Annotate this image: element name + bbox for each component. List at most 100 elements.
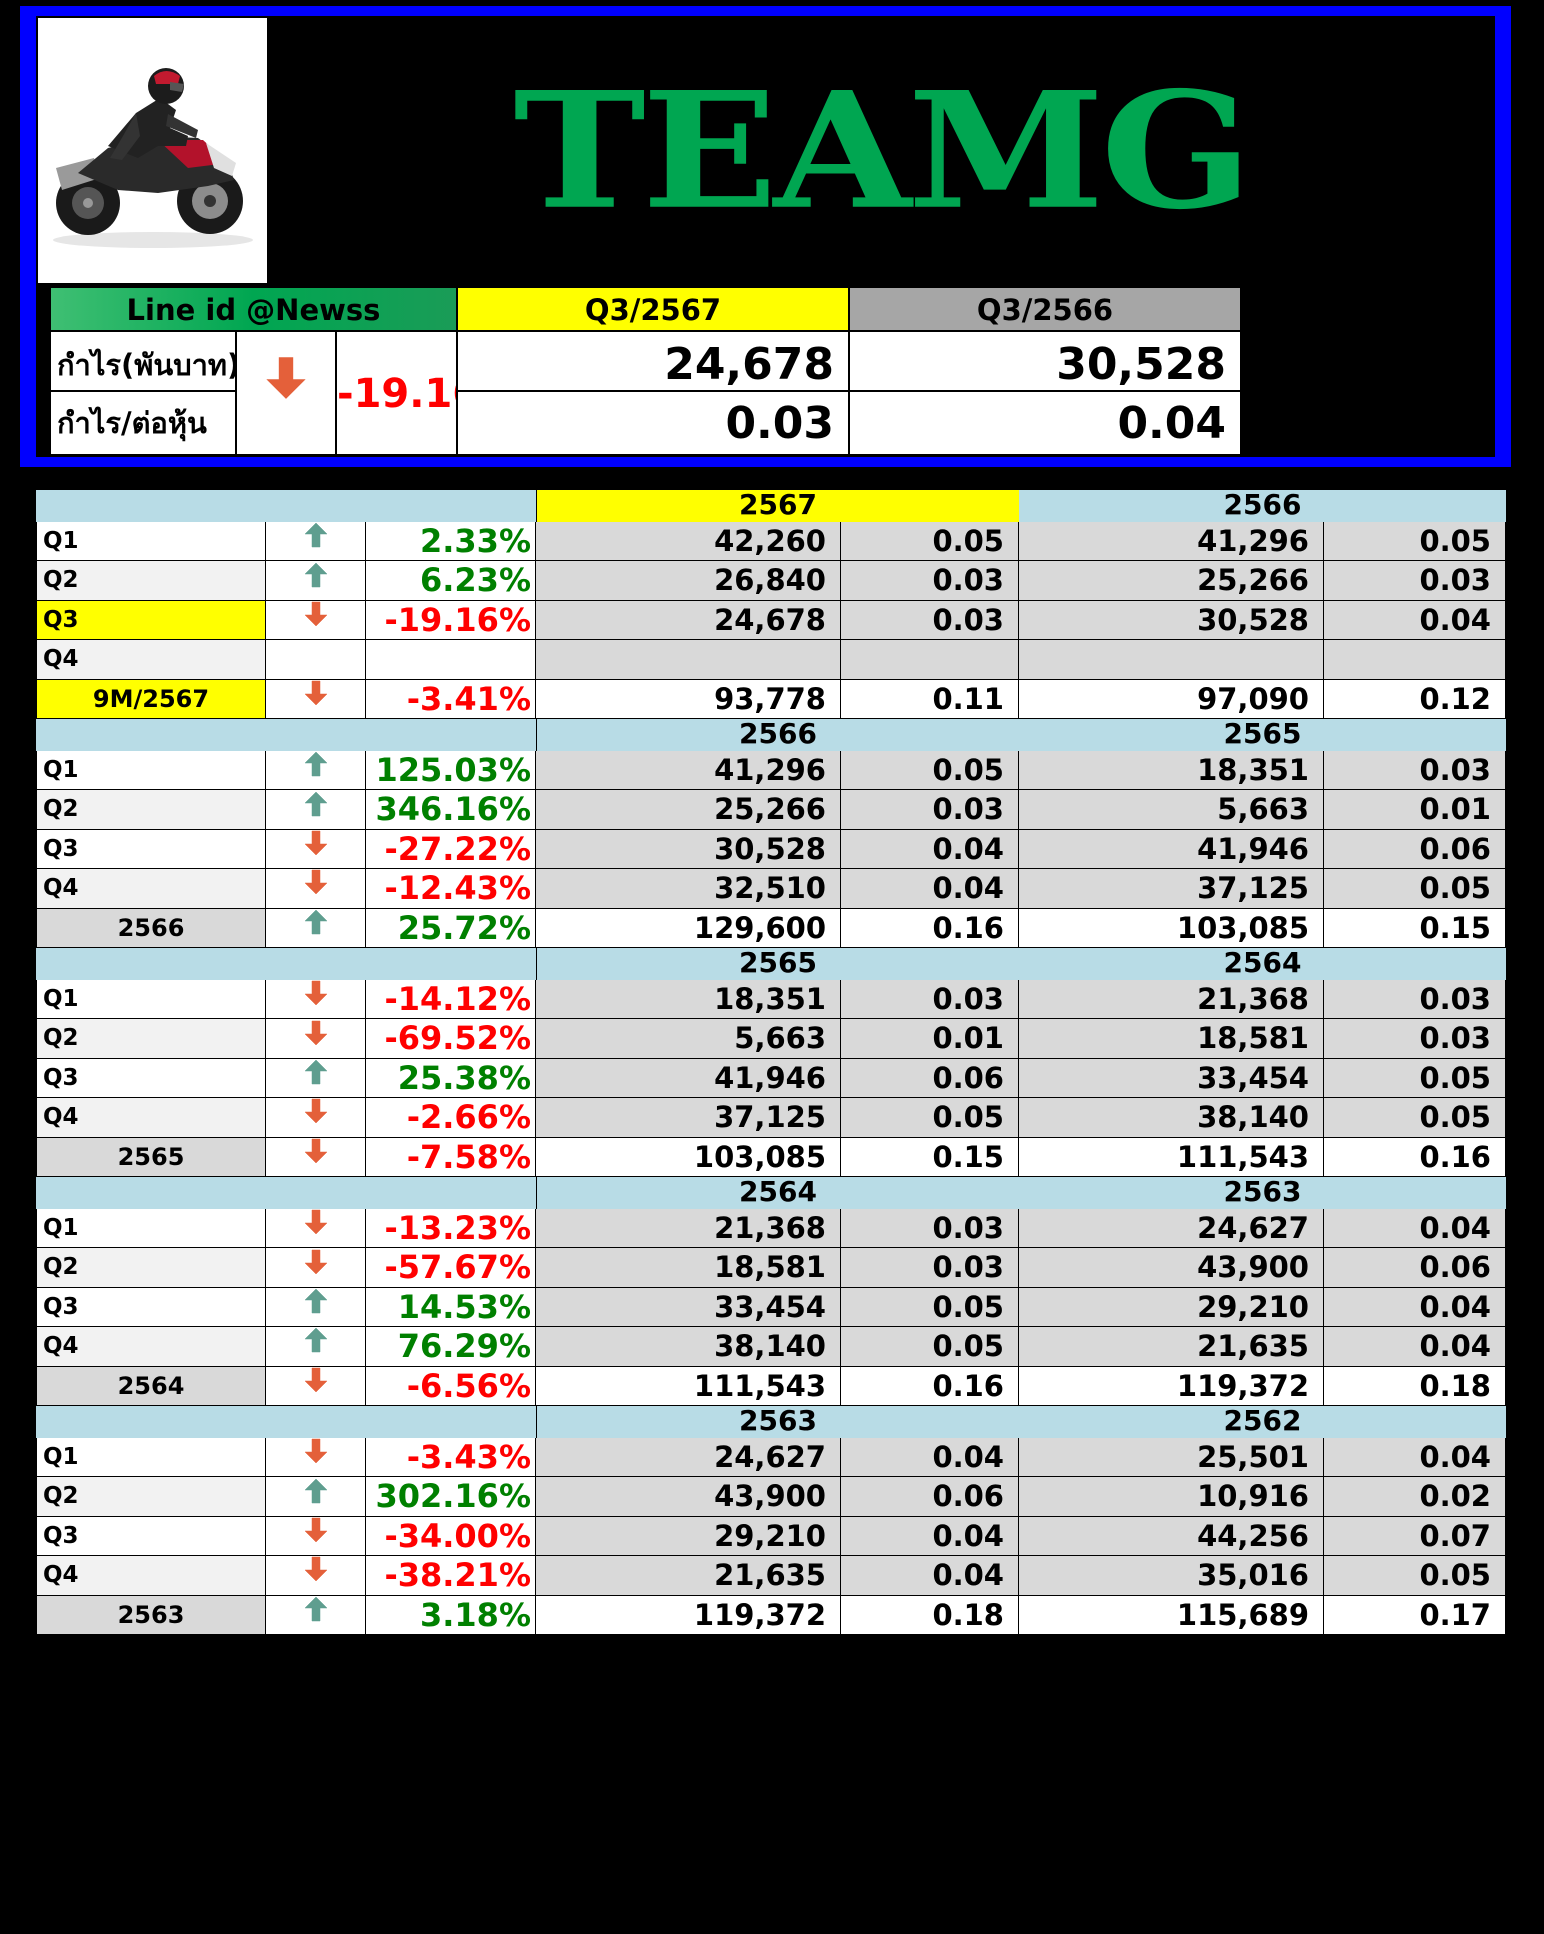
row-label: Q3: [36, 1058, 266, 1099]
profit-previous: 21,635: [1019, 1327, 1324, 1367]
arrow-cell: [266, 980, 366, 1020]
eps-current-value: 0.03: [457, 391, 849, 455]
arrow-down-icon: [303, 1249, 329, 1287]
quarter-row: Q4 -38.21% 21,635 0.04 35,016 0.05: [36, 1556, 1506, 1596]
year-header-blank: [36, 1177, 536, 1209]
profit-previous: 43,900: [1019, 1248, 1324, 1288]
profit-current-value: 24,678: [457, 331, 849, 391]
row-label: Q4: [36, 1556, 266, 1596]
eps-previous: 0.04: [1324, 1209, 1506, 1249]
quarter-row: Q4: [36, 640, 1506, 680]
change-pct: 25.38%: [366, 1058, 536, 1099]
profit-previous-value: 30,528: [849, 331, 1241, 391]
year-previous-header: 2563: [1019, 1177, 1506, 1209]
quarter-row: Q1 -3.43% 24,627 0.04 25,501 0.04: [36, 1438, 1506, 1478]
row-label: Q4: [36, 1327, 266, 1367]
profit-previous: [1019, 640, 1324, 680]
year-current-header: 2566: [536, 719, 1019, 751]
row-label: Q4: [36, 869, 266, 909]
profit-current: 42,260: [536, 522, 841, 562]
brand-title: TEAMG: [513, 56, 1252, 245]
year-header-row: 2567 2566: [36, 490, 1506, 522]
eps-previous: 0.04: [1324, 600, 1506, 641]
arrow-down-icon: [303, 980, 329, 1018]
profit-current: 26,840: [536, 561, 841, 601]
profit-current: 25,266: [536, 790, 841, 830]
change-pct: 25.72%: [366, 908, 536, 948]
row-label: 2565: [36, 1137, 266, 1177]
quarter-row: Q4 -2.66% 37,125 0.05 38,140 0.05: [36, 1098, 1506, 1138]
eps-previous: 0.03: [1324, 561, 1506, 601]
profit-current: [536, 640, 841, 680]
eps-current: 0.04: [841, 1516, 1019, 1557]
eps-current: 0.03: [841, 1209, 1019, 1249]
eps-current: 0.04: [841, 869, 1019, 909]
profit-current: 29,210: [536, 1516, 841, 1557]
row-label: Q3: [36, 600, 266, 641]
arrow-down-icon: [303, 1367, 329, 1405]
quarter-row: Q2 302.16% 43,900 0.06 10,916 0.02: [36, 1477, 1506, 1517]
arrow-cell: [266, 1137, 366, 1177]
arrow-up-icon: [303, 1327, 329, 1365]
year-current-header: 2565: [536, 948, 1019, 980]
arrow-up-icon: [303, 751, 329, 789]
arrow-cell: [266, 1287, 366, 1328]
change-pct: [366, 640, 536, 680]
earnings-table: 2567 2566 Q1 2.33% 42,260 0.05 41,296 0.05 Q2 6.2…: [36, 490, 1506, 1895]
quarter-row: Q3 -19.16% 24,678 0.03 30,528 0.04: [36, 600, 1506, 641]
eps-current: 0.16: [841, 908, 1019, 948]
arrow-cell: [266, 600, 366, 641]
eps-current: 0.11: [841, 679, 1019, 719]
arrow-up-icon: [303, 791, 329, 829]
eps-current: 0.03: [841, 790, 1019, 830]
eps-current: 0.03: [841, 561, 1019, 601]
row-label: Q4: [36, 1098, 266, 1138]
eps-current: 0.05: [841, 751, 1019, 791]
eps-previous: 0.04: [1324, 1287, 1506, 1328]
eps-previous: 0.03: [1324, 1019, 1506, 1059]
profit-label: กำไร(พันบาท): [50, 331, 236, 391]
summary-row: 2566 25.72% 129,600 0.16 103,085 0.15: [36, 908, 1506, 948]
profit-previous: 115,689: [1019, 1595, 1324, 1635]
arrow-down-icon: [303, 1556, 329, 1594]
profit-current: 103,085: [536, 1137, 841, 1177]
profit-current: 111,543: [536, 1366, 841, 1406]
eps-previous: 0.07: [1324, 1516, 1506, 1557]
profit-previous: 10,916: [1019, 1477, 1324, 1517]
eps-previous: 0.15: [1324, 908, 1506, 948]
arrow-cell: [266, 1098, 366, 1138]
arrow-cell: [266, 561, 366, 601]
arrow-cell: [266, 869, 366, 909]
year-header-blank: [36, 490, 536, 522]
profit-previous: 38,140: [1019, 1098, 1324, 1138]
quarter-row: Q3 25.38% 41,946 0.06 33,454 0.05: [36, 1058, 1506, 1099]
eps-label: กำไร/ต่อหุ้น: [50, 391, 236, 455]
year-current-header: 2567: [536, 490, 1019, 522]
summary-row: 2563 3.18% 119,372 0.18 115,689 0.17: [36, 1595, 1506, 1635]
year-previous-header: 2566: [1019, 490, 1506, 522]
change-pct: -34.00%: [366, 1516, 536, 1557]
year-header-row: 2565 2564: [36, 948, 1506, 980]
header-panel: TEAMG Line id @Newss Q3/2567 Q3/2566 กำไ…: [36, 16, 1495, 457]
arrow-up-icon: [303, 562, 329, 600]
eps-previous: 0.01: [1324, 790, 1506, 830]
eps-current: 0.06: [841, 1477, 1019, 1517]
eps-current: 0.03: [841, 600, 1019, 641]
year-previous-header: 2565: [1019, 719, 1506, 751]
profit-current: 41,296: [536, 751, 841, 791]
profit-previous: 44,256: [1019, 1516, 1324, 1557]
change-pct: -13.23%: [366, 1209, 536, 1249]
eps-current: 0.04: [841, 829, 1019, 870]
profit-current: 41,946: [536, 1058, 841, 1099]
eps-current: 0.05: [841, 1098, 1019, 1138]
summary-row: 2565 -7.58% 103,085 0.15 111,543 0.16: [36, 1137, 1506, 1177]
profit-previous: 35,016: [1019, 1556, 1324, 1596]
header-change-cell: -19.16%: [336, 331, 457, 455]
change-pct: 14.53%: [366, 1287, 536, 1328]
arrow-cell: [266, 1438, 366, 1478]
change-pct: -6.56%: [366, 1366, 536, 1406]
eps-current: 0.04: [841, 1556, 1019, 1596]
eps-current: 0.01: [841, 1019, 1019, 1059]
row-label: Q3: [36, 1287, 266, 1328]
quarter-row: Q3 -34.00% 29,210 0.04 44,256 0.07: [36, 1516, 1506, 1557]
